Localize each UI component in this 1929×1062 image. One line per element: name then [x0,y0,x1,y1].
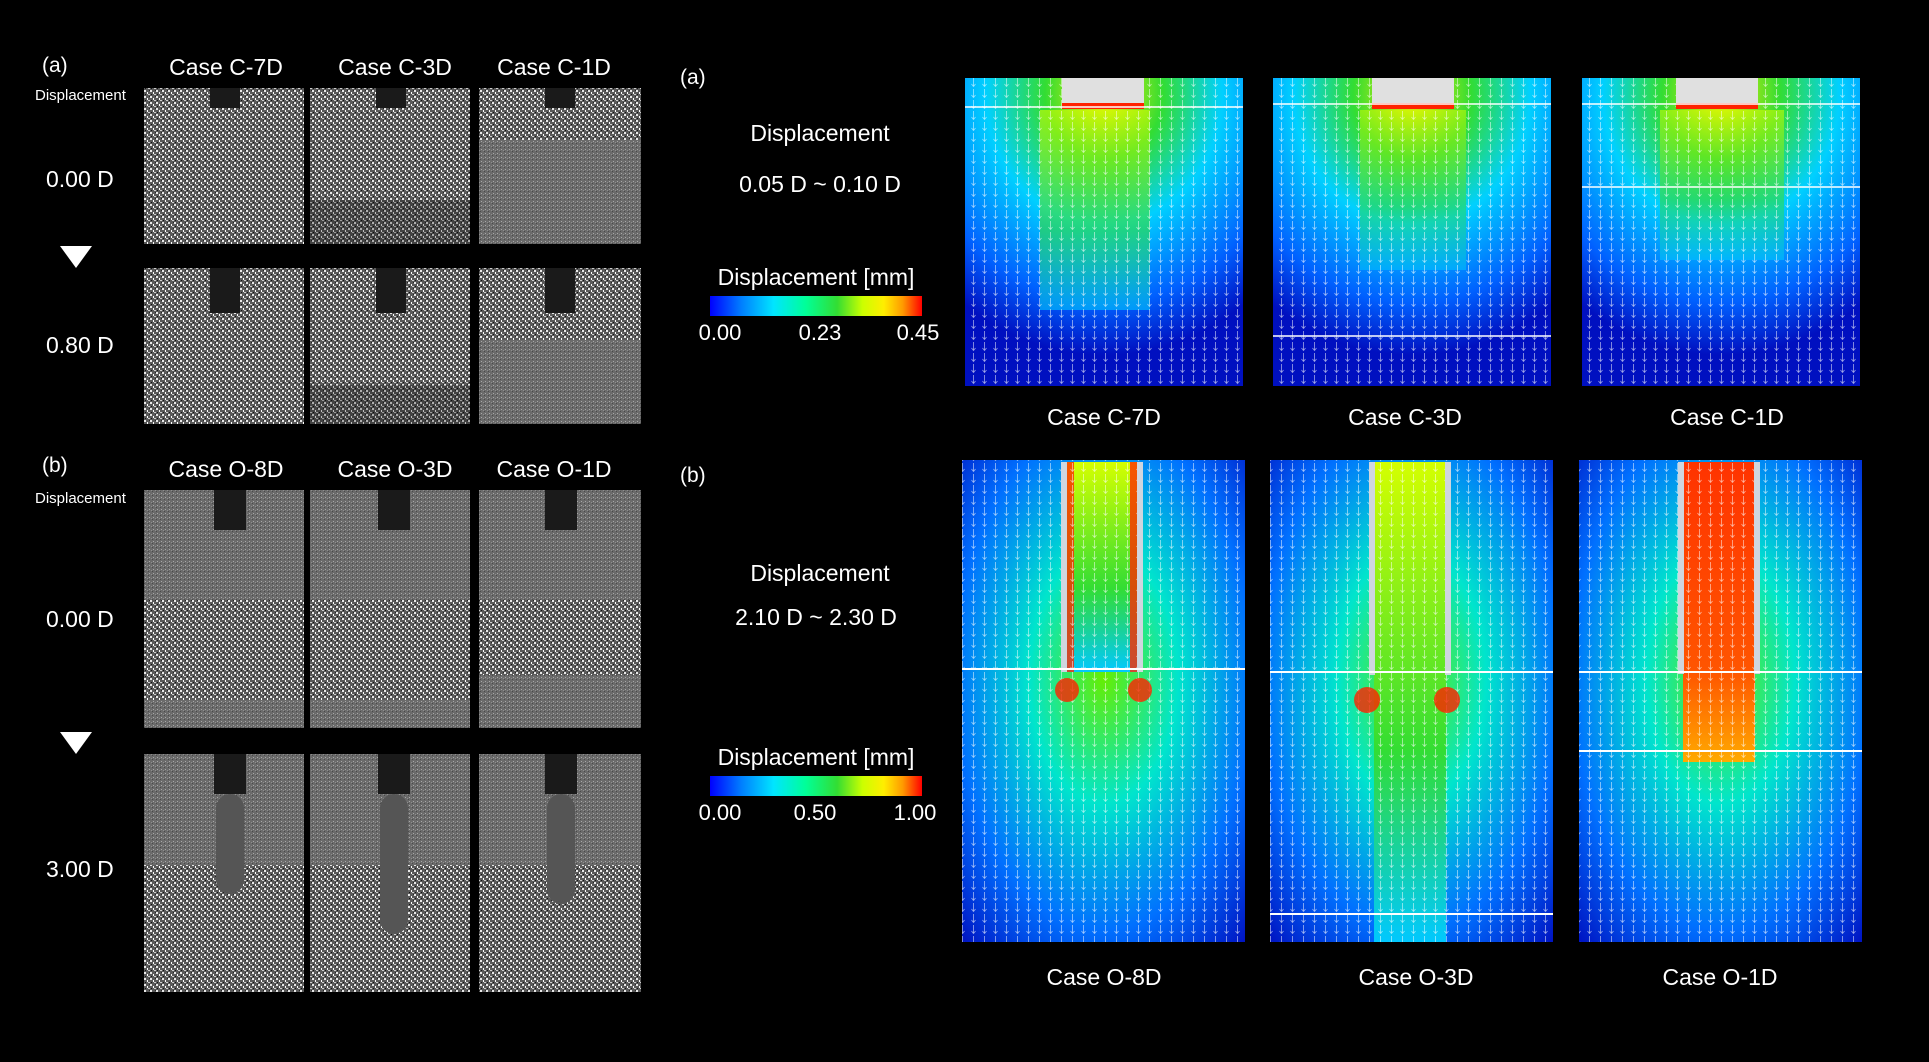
right-a-tick-1: 0.00 [698,320,742,345]
right-b-range: 2.10 D ~ 2.30 D [735,604,897,630]
left-b-row-2: 3.00 D [46,856,114,882]
left-b-axis-label: Displacement [35,490,126,507]
right-a-tick-3: 0.45 [896,320,940,345]
right-b-tick-1: 0.00 [698,800,742,825]
left-a-row-1: 0.00 D [46,166,114,192]
right-a-tag: (a) [680,66,706,89]
right-b-tick-2: 0.50 [793,800,837,825]
right-a-title: Displacement [750,120,890,146]
left-b-case-1: Case O-8D [168,456,284,482]
right-b-tag: (b) [680,464,706,487]
right-a-case-3: Case C-1D [1670,404,1784,430]
left-b-tag: (b) [42,454,68,477]
right-b-title: Displacement [750,560,890,586]
right-a-case-2: Case C-3D [1348,404,1462,430]
left-a-row-2: 0.80 D [46,332,114,358]
right-b-case-1: Case O-8D [1046,964,1162,990]
right-a-tick-2: 0.23 [798,320,842,345]
left-b-case-2: Case O-3D [337,456,453,482]
right-a-colorbar-label: Displacement [mm] [717,264,915,290]
colorbar-b [710,776,922,796]
left-a-tag: (a) [42,54,68,77]
left-a-photos [144,88,641,424]
down-arrow-icon [60,732,92,754]
right-b-tick-3: 1.00 [893,800,937,825]
left-b-case-3: Case O-1D [496,456,612,482]
right-b-case-3: Case O-1D [1662,964,1778,990]
right-a-vector-fields [965,78,1860,386]
right-b-colorbar-label: Displacement [mm] [717,744,915,770]
left-a-axis-label: Displacement [35,87,126,104]
left-b-photos [144,490,641,992]
left-a-case-1: Case C-7D [169,54,283,80]
down-arrow-icon [60,246,92,268]
right-b-case-2: Case O-3D [1358,964,1474,990]
left-b-row-1: 0.00 D [46,606,114,632]
colorbar-a [710,296,922,316]
right-a-case-1: Case C-7D [1047,404,1161,430]
left-a-case-2: Case C-3D [338,54,452,80]
left-a-case-3: Case C-1D [497,54,611,80]
right-a-range: 0.05 D ~ 0.10 D [739,171,901,197]
right-b-vector-fields [962,460,1862,942]
